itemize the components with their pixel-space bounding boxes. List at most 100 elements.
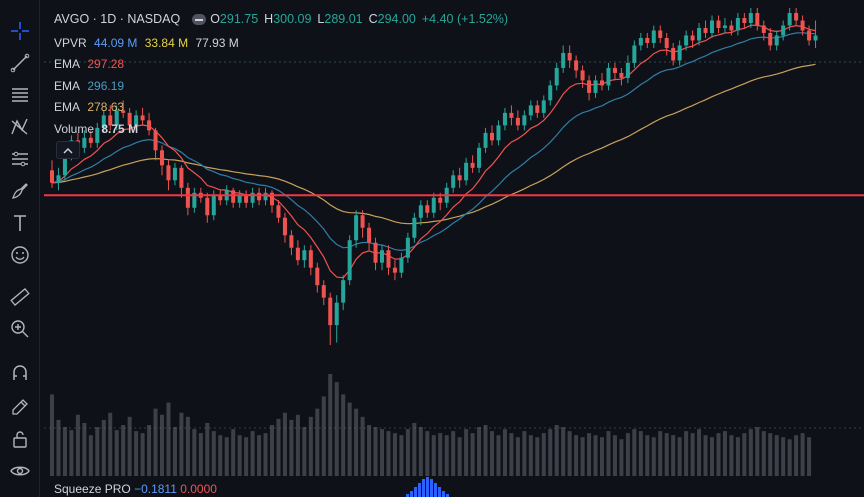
volume-legend[interactable]: Volume 8.75 M <box>54 122 142 136</box>
candle-body <box>62 155 67 176</box>
volume-bar <box>645 435 650 476</box>
ema-mid-legend[interactable]: EMA 296.19 <box>54 79 128 93</box>
candle-body <box>270 192 275 206</box>
candle-body <box>612 67 617 73</box>
magnet-icon[interactable] <box>5 358 35 388</box>
candle-body <box>638 37 643 46</box>
minimize-icon[interactable] <box>192 14 207 26</box>
candle-body <box>554 67 559 86</box>
volume-bar <box>587 433 592 476</box>
high-label: H <box>264 12 274 26</box>
volume-bar <box>444 435 449 476</box>
candle-body <box>244 195 249 203</box>
squeeze-legend[interactable]: Squeeze PRO −0.1811 0.0000 <box>54 482 217 496</box>
candle-body <box>140 115 145 121</box>
volume-bar <box>651 437 656 476</box>
candle-body <box>515 117 520 126</box>
fib-lines-icon[interactable] <box>5 80 35 110</box>
vpvr-value-1: 44.09 M <box>94 36 138 50</box>
candle-body <box>166 165 171 181</box>
zoom-in-icon[interactable] <box>5 314 35 344</box>
candle-body <box>341 280 346 303</box>
crosshair-icon[interactable] <box>5 16 35 46</box>
volume-bar <box>367 425 372 476</box>
emoji-icon[interactable] <box>5 240 35 270</box>
candle-body <box>813 35 818 41</box>
close-value: 294.00 <box>377 12 416 26</box>
squeeze-bar <box>418 483 421 497</box>
volume-bar <box>412 422 417 476</box>
candle-body <box>347 240 352 281</box>
candle-body <box>781 25 786 36</box>
volume-bar <box>315 408 320 476</box>
volume-bar <box>308 416 313 476</box>
vpvr-value-3: 77.93 M <box>195 36 239 50</box>
open-label: O <box>210 12 220 26</box>
change-value: +4.40 (+1.52%) <box>421 12 509 26</box>
candle-body <box>380 250 385 263</box>
symbol-legend: AVGO · 1D · NASDAQ O291.75 H300.09 L289.01 C… <box>54 12 514 26</box>
volume-bar <box>405 429 410 476</box>
candle-body <box>302 250 307 261</box>
candle-body <box>263 192 268 201</box>
volume-bar <box>600 437 605 476</box>
ruler-icon[interactable] <box>5 282 35 312</box>
candle-body <box>289 235 294 248</box>
collapse-legend-button[interactable] <box>56 141 80 159</box>
volume-bar <box>218 435 223 476</box>
volume-bar <box>166 402 171 476</box>
volume-bar <box>464 429 469 476</box>
volume-bar <box>50 394 55 476</box>
volume-bar <box>295 414 300 476</box>
volume-bar <box>451 431 456 476</box>
candle-body <box>548 85 553 101</box>
candle-body <box>684 35 689 46</box>
candle-body <box>172 167 177 181</box>
price-chart[interactable] <box>44 0 864 497</box>
brush-icon[interactable] <box>5 176 35 206</box>
chart-pane[interactable]: AVGO · 1D · NASDAQ O291.75 H300.09 L289.01 C… <box>44 0 864 497</box>
volume-bar <box>347 402 352 476</box>
candle-body <box>483 132 488 148</box>
squeeze-bar <box>422 479 425 497</box>
candle-body <box>477 147 482 168</box>
lock-drawing-icon[interactable] <box>5 392 35 422</box>
candle-body <box>179 167 184 188</box>
candle-body <box>127 112 132 126</box>
candle-body <box>470 162 475 168</box>
volume-bar <box>302 427 307 476</box>
eye-icon[interactable] <box>5 456 35 486</box>
ema-slow-legend[interactable]: EMA 278.63 <box>54 100 128 114</box>
candle-body <box>250 192 255 203</box>
pattern-icon[interactable] <box>5 112 35 142</box>
long-position-icon[interactable] <box>5 144 35 174</box>
vpvr-legend[interactable]: VPVR 44.09 M 33.84 M 77.93 M <box>54 36 243 50</box>
volume-bar <box>496 435 501 476</box>
squeeze-bar <box>438 487 441 497</box>
volume-bar <box>671 435 676 476</box>
ema-fast-legend[interactable]: EMA 297.28 <box>54 57 128 71</box>
volume-bar <box>386 431 391 476</box>
candle-body <box>373 242 378 263</box>
volume-bar <box>172 427 177 476</box>
ema-mid-value: 296.19 <box>87 79 125 93</box>
volume-bar <box>88 435 93 476</box>
symbol-title[interactable]: AVGO · 1D · NASDAQ <box>54 12 181 26</box>
candle-body <box>147 120 152 131</box>
trend-line-icon[interactable] <box>5 48 35 78</box>
lock-icon[interactable] <box>5 424 35 454</box>
candle-body <box>502 112 507 126</box>
volume-label: Volume <box>54 122 95 136</box>
ema-fast-label: EMA <box>54 57 81 71</box>
ema-slow-line <box>51 63 816 225</box>
volume-bar <box>56 419 61 476</box>
volume-value: 8.75 M <box>101 122 139 136</box>
candle-body <box>800 20 805 31</box>
volume-bar <box>205 422 210 476</box>
squeeze-bar <box>446 494 449 497</box>
volume-bar <box>101 419 106 476</box>
text-icon[interactable] <box>5 208 35 238</box>
volume-bar <box>341 394 346 476</box>
volume-bar <box>483 425 488 476</box>
volume-bar <box>360 416 365 476</box>
